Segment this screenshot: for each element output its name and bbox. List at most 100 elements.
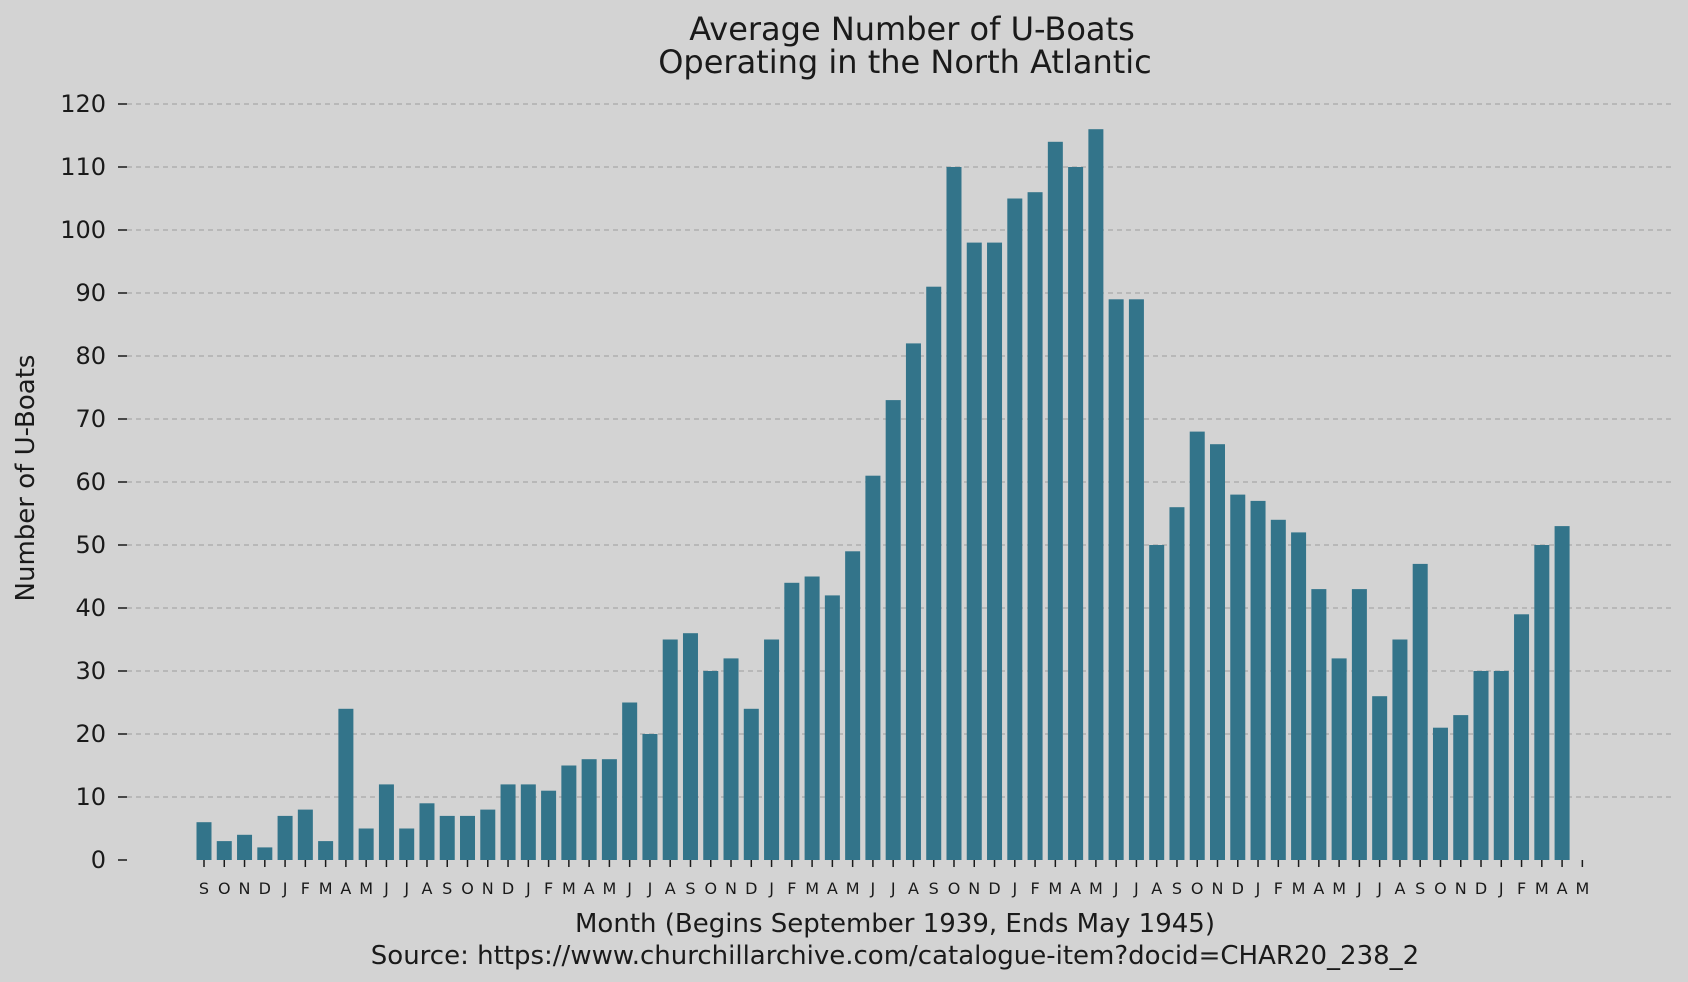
x-tick-label: D — [1232, 879, 1244, 898]
x-tick-label: M — [1332, 879, 1346, 898]
x-tick-label: D — [1475, 879, 1487, 898]
bar — [1311, 589, 1327, 860]
bars — [196, 129, 1570, 861]
x-tick-label: O — [948, 879, 961, 898]
x-tick-label: N — [968, 879, 980, 898]
x-tick-label: N — [1212, 879, 1224, 898]
bar — [520, 784, 536, 860]
x-tick-label: F — [1274, 879, 1283, 898]
x-tick-label: S — [685, 879, 695, 898]
x-tick-label: S — [199, 879, 209, 898]
bar — [1027, 192, 1043, 860]
x-tick-label: J — [1255, 879, 1261, 898]
bar — [500, 784, 516, 860]
x-tick-label: N — [1455, 879, 1467, 898]
x-tick-label: A — [1313, 879, 1324, 898]
bar — [987, 242, 1003, 861]
bar — [378, 784, 394, 860]
bar — [1534, 545, 1550, 860]
bar — [1514, 614, 1530, 860]
bar — [966, 242, 982, 861]
y-tick-label: 100 — [60, 216, 106, 244]
x-tick-label: D — [745, 879, 757, 898]
x-tick-label: S — [1172, 879, 1182, 898]
x-tick-label: A — [1557, 879, 1568, 898]
bar — [1088, 129, 1104, 860]
y-tick-label: 70 — [75, 405, 106, 433]
bar — [905, 343, 921, 860]
bar — [277, 815, 293, 860]
chart-title-line-2: Operating in the North Atlantic — [658, 43, 1152, 81]
x-tick-label: J — [768, 879, 774, 898]
bar — [723, 658, 739, 860]
bar — [561, 765, 577, 860]
x-tick-label: J — [282, 879, 288, 898]
chart-source: Source: https://www.churchillarchive.com… — [371, 941, 1419, 971]
bar — [1493, 671, 1509, 860]
x-tick-label: J — [403, 879, 409, 898]
chart-title-line-1: Average Number of U-Boats — [689, 10, 1135, 48]
x-tick-label: A — [340, 879, 351, 898]
bar — [297, 809, 313, 860]
bar — [1149, 545, 1165, 860]
bar — [845, 551, 861, 860]
x-tick-label: J — [383, 879, 389, 898]
bar — [1128, 299, 1144, 860]
x-tick-label: F — [1030, 879, 1039, 898]
bar — [764, 639, 780, 860]
bar — [581, 759, 597, 860]
x-tick-label: O — [704, 879, 717, 898]
bar — [480, 809, 496, 860]
bar — [1047, 141, 1063, 861]
y-tick-label: 30 — [75, 657, 106, 685]
x-tick-label: M — [1535, 879, 1549, 898]
bar — [1392, 639, 1408, 860]
x-tick-label: D — [988, 879, 1000, 898]
bar — [1270, 519, 1286, 860]
bar — [784, 582, 800, 860]
bar — [642, 734, 658, 860]
x-tick-label: J — [1498, 879, 1504, 898]
bar — [622, 702, 638, 860]
y-tick-label: 0 — [91, 846, 106, 874]
x-tick-label: F — [544, 879, 553, 898]
x-tick-label: J — [626, 879, 632, 898]
x-tick-label: J — [1113, 879, 1119, 898]
x-tick-label: F — [787, 879, 796, 898]
x-tick-label: J — [1133, 879, 1139, 898]
bar — [318, 841, 334, 860]
bar — [196, 822, 212, 860]
bar — [1432, 727, 1448, 860]
x-tick-label: A — [1151, 879, 1162, 898]
bar — [1554, 526, 1570, 860]
bar — [1210, 444, 1225, 860]
x-tick-label: J — [647, 879, 653, 898]
x-tick-label: J — [1011, 879, 1017, 898]
bar — [1230, 494, 1246, 860]
y-axis-ticks: 0 10 20 30 40 50 60 70 80 90 100 110 120 — [60, 90, 127, 874]
bar — [439, 815, 455, 860]
x-tick-label: J — [890, 879, 896, 898]
x-tick-label: D — [259, 879, 271, 898]
x-tick-label: M — [602, 879, 616, 898]
bar — [1453, 715, 1469, 860]
x-tick-label: O — [461, 879, 474, 898]
bar — [541, 790, 557, 860]
bar — [1473, 671, 1489, 860]
bar — [1189, 431, 1205, 860]
y-tick-label: 110 — [60, 153, 106, 181]
bar — [338, 708, 354, 860]
y-tick-label: 20 — [75, 720, 106, 748]
bar — [237, 834, 253, 860]
x-tick-label: M — [1292, 879, 1306, 898]
x-tick-label: M — [319, 879, 333, 898]
x-tick-label: S — [1415, 879, 1425, 898]
x-tick-label: N — [482, 879, 494, 898]
x-tick-label: N — [239, 879, 251, 898]
bar — [1068, 167, 1084, 860]
bar — [703, 671, 719, 860]
x-tick-label: J — [1376, 879, 1382, 898]
bar — [358, 828, 374, 860]
